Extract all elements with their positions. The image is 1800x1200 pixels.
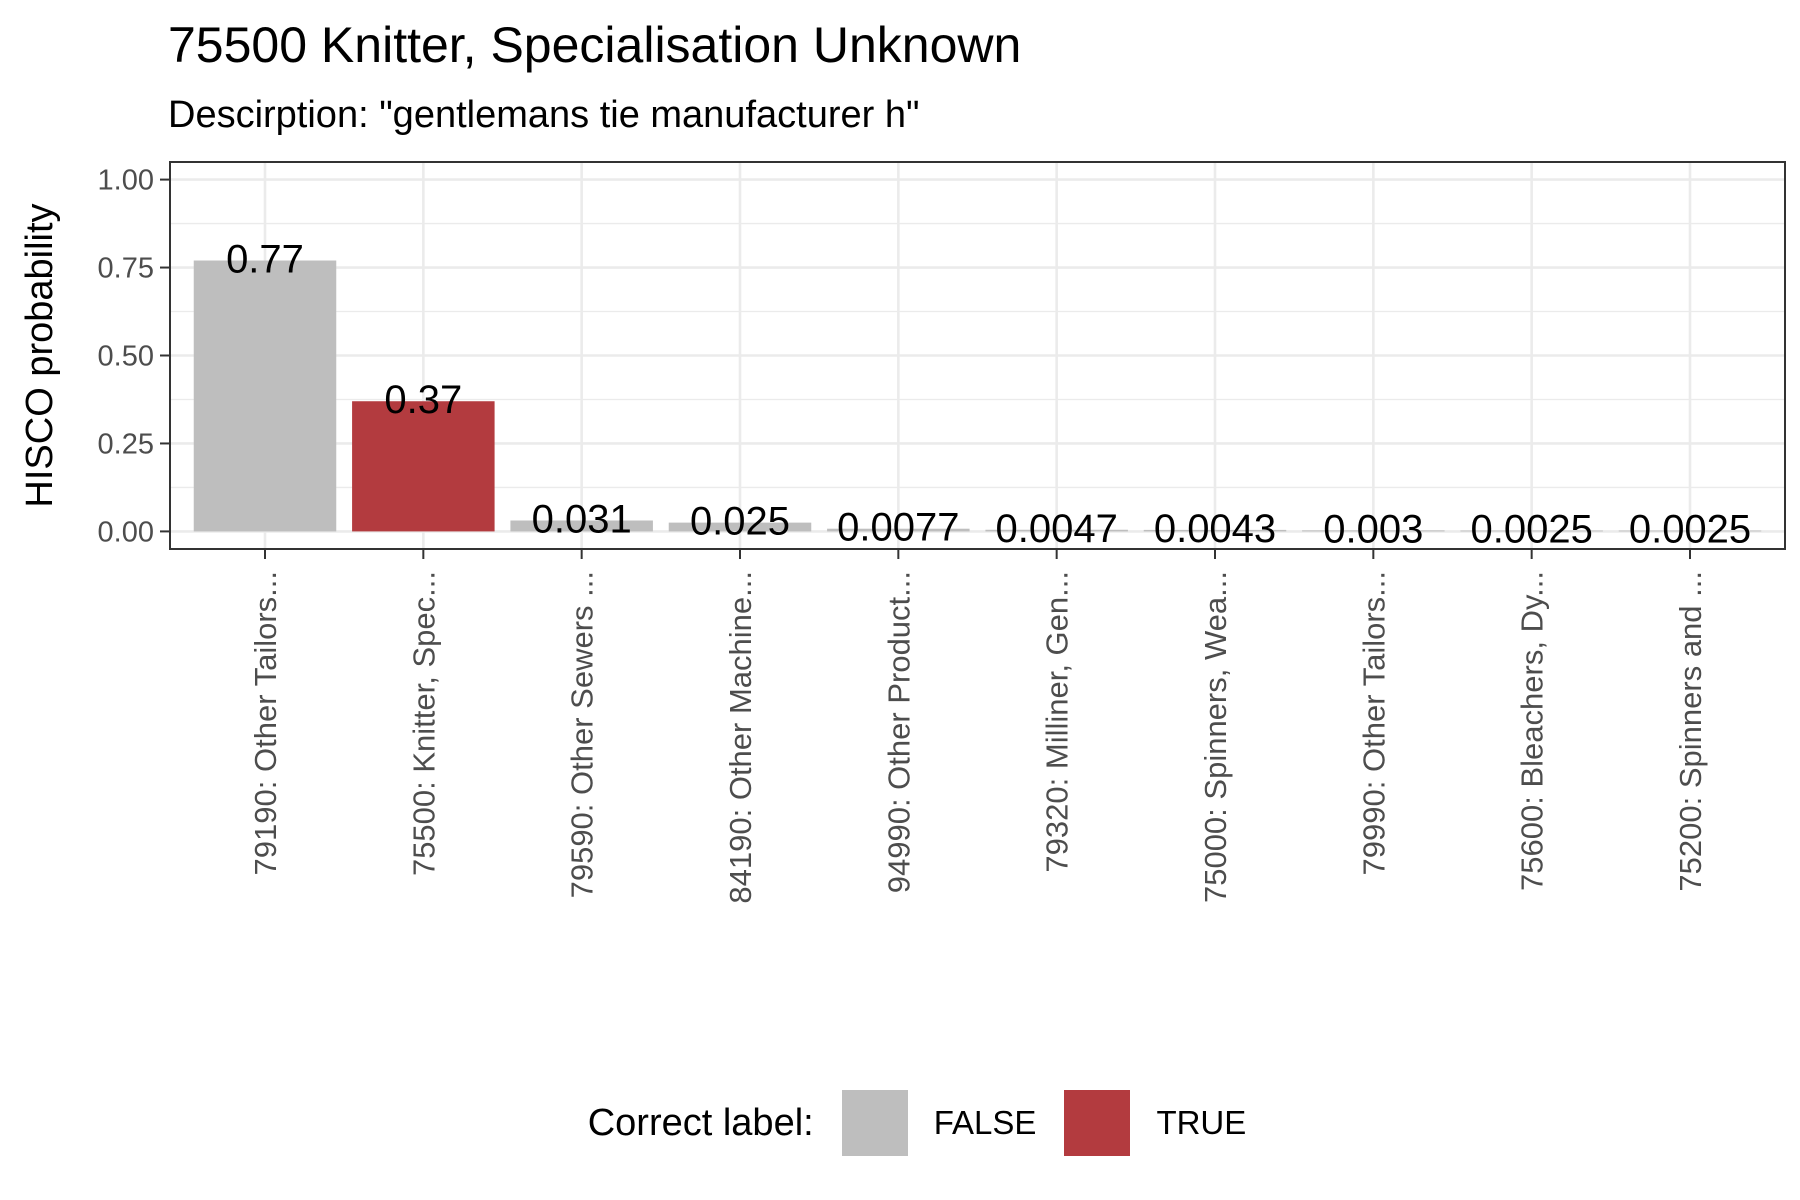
bar [193, 260, 337, 532]
bar-value-label: 0.0025 [1470, 508, 1592, 552]
x-tick-label: 79990: Other Tailors... [1356, 571, 1391, 875]
bar-value-label: 0.003 [1323, 507, 1423, 551]
bar [668, 522, 812, 532]
bar-value-label: 0.37 [384, 378, 462, 422]
bar-value-label: 0.0025 [1629, 508, 1751, 552]
bar-value-label: 0.025 [690, 500, 790, 544]
y-tick-label: 0.25 [98, 428, 154, 460]
bar-value-label: 0.77 [226, 238, 304, 282]
x-tick-label: 94990: Other Product... [881, 571, 916, 893]
bar [985, 529, 1128, 532]
bar-value-labels: 0.77 0.37 0.031 0.025 0.0077 0.0047 0.0043 0.00… [226, 238, 1751, 552]
y-tick-label: 0.00 [98, 516, 154, 548]
x-tick-label: 75000: Spinners, Wea... [1198, 571, 1233, 903]
y-tick-label: 0.75 [98, 253, 154, 285]
bar [1302, 530, 1445, 532]
bar-chart: 0.770.370.031 0.025 0.0077 0.0047 0.0043 0.00… [19, 161, 1786, 904]
legend-label-false: FALSE [933, 1104, 1037, 1141]
axes: 0.00 0.25 0.50 0.75 1.00 79190: Other Tailors… [98, 165, 1708, 904]
legend: Correct label: FALSE TRUE [0, 1090, 1800, 1156]
bar [1618, 530, 1762, 532]
legend-key-true [1064, 1090, 1131, 1156]
x-tick-label: 79590: Other Sewers ... [565, 571, 600, 898]
bar [352, 401, 495, 532]
x-tick-label: 75500: Knitter, Spec... [406, 571, 441, 876]
bars [193, 260, 1762, 532]
y-axis-title: HISCO probability [19, 203, 61, 507]
bar [827, 528, 970, 532]
bar-value-label: 0.0047 [995, 507, 1117, 551]
y-tick-label: 0.50 [98, 341, 154, 373]
chart-title: 75500 Knitter, Specialisation Unknown [168, 17, 1022, 73]
x-tick-label: 79320: Milliner, Gen... [1040, 571, 1075, 873]
y-tick-label: 1.00 [98, 165, 154, 197]
legend-label-true: TRUE [1156, 1104, 1247, 1141]
chart-subtitle: Descirption: "gentlemans tie manufacture… [168, 94, 920, 136]
bar-value-label: 0.031 [532, 498, 632, 542]
x-tick-label: 84190: Other Machine... [723, 571, 758, 904]
bar [1143, 529, 1287, 532]
legend-title: Correct label: [587, 1101, 814, 1144]
legend-key-false [841, 1090, 908, 1156]
bar [510, 520, 653, 532]
x-tick-label: 75600: Bleachers, Dy... [1515, 571, 1550, 891]
bar [1460, 530, 1603, 532]
x-tick-label: 75200: Spinners and ... [1673, 571, 1708, 892]
x-tick-label: 79190: Other Tailors... [248, 571, 283, 875]
bar-value-label: 0.0043 [1154, 507, 1276, 551]
bar-value-label: 0.0077 [837, 506, 959, 550]
